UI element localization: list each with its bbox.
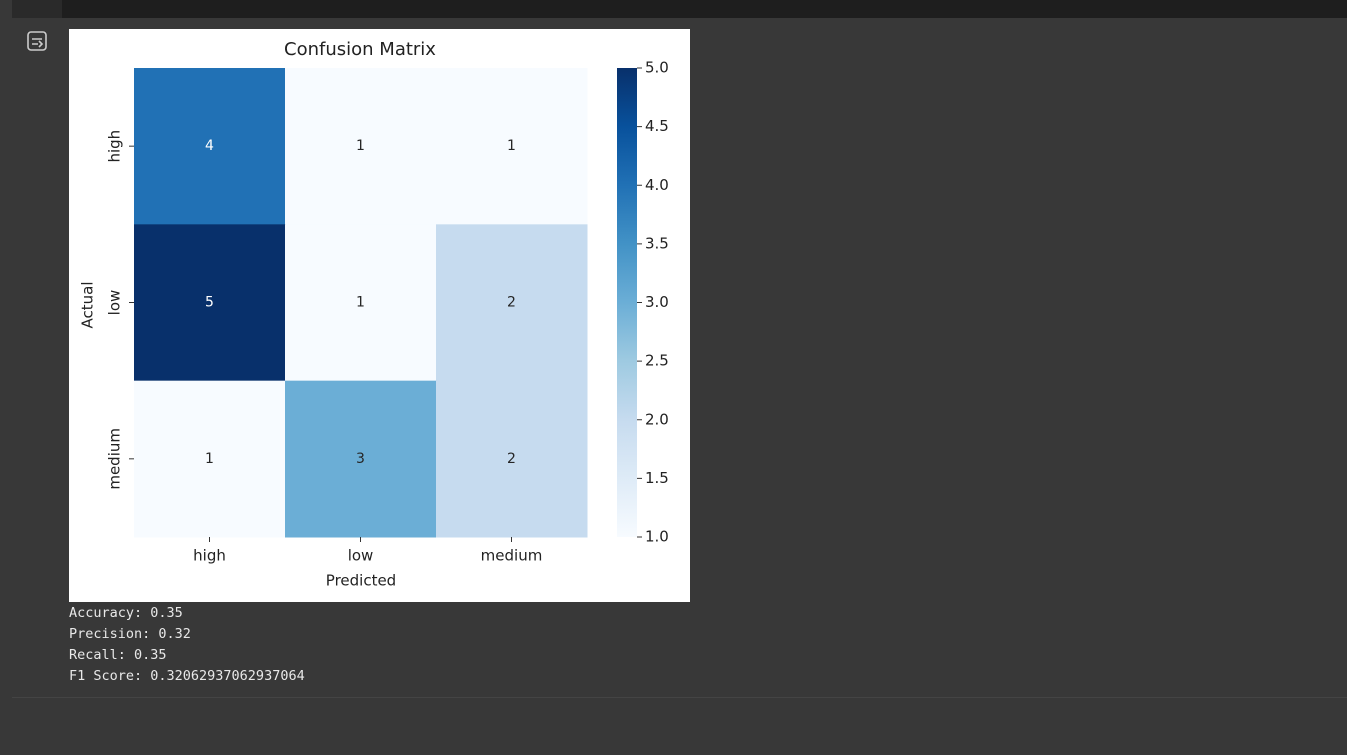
heatmap-cell [436,224,588,382]
cell-annotation: 1 [205,451,214,467]
colorbar-tick-label: 3.0 [645,293,669,311]
colorbar-tick-label: 5.0 [645,59,669,77]
output-line: F1 Score: 0.32062937062937064 [69,668,305,684]
code-editor[interactable] [62,0,823,18]
gutter [12,0,62,18]
colorbar-tick-label: 3.5 [645,234,669,252]
x-tick-label: high [193,547,226,565]
heatmap-cell [134,224,286,382]
colorbar-tick-label: 4.0 [645,176,669,194]
heatmap-cell [436,68,588,225]
code-editor-right [822,0,1347,18]
y-tick-label: medium [106,428,124,490]
output-line: Accuracy: 0.35 [69,605,183,621]
x-tick-label: medium [481,547,543,565]
heatmap-cell [134,380,286,538]
output-toggle-icon[interactable] [26,30,50,54]
chart-title: Confusion Matrix [284,39,436,60]
y-tick-label: high [106,130,124,163]
heatmap-cell [285,224,437,382]
cell-annotation: 4 [205,138,214,154]
colorbar-tick-label: 1.5 [645,469,669,487]
heatmap-cell [285,380,437,538]
heatmap-cell [285,68,437,225]
cell-annotation: 1 [356,138,365,154]
colorbar [617,68,637,537]
cell-annotation: 5 [205,295,214,311]
y-tick-label: low [106,290,124,316]
cell-annotation: 2 [507,451,516,467]
colorbar-tick-label: 1.0 [645,528,669,546]
x-tick-label: low [348,547,374,565]
output-line: Recall: 0.35 [69,647,167,663]
cell-annotation: 1 [507,138,516,154]
colorbar-tick-label: 2.0 [645,410,669,428]
figure: Confusion Matrix Predicted Actual 4 1 1 5 1 2… [69,29,690,602]
x-axis-label: Predicted [326,572,396,590]
output-line: Precision: 0.32 [69,626,191,642]
cell-annotation: 1 [356,295,365,311]
heatmap-cell [436,380,588,538]
cell-annotation: 2 [507,295,516,311]
heatmap-cell [134,68,286,225]
y-axis-label: Actual [79,282,97,329]
cell-annotation: 3 [356,451,365,467]
colorbar-tick-label: 2.5 [645,352,669,370]
output-text: Accuracy: 0.35 Precision: 0.32 Recall: 0.3… [69,603,305,687]
colorbar-tick-label: 4.5 [645,117,669,135]
